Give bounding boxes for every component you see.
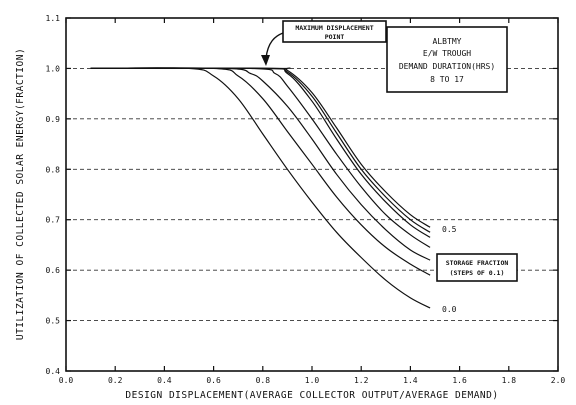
info-line-1: ALBTMY: [433, 37, 462, 46]
x-tick-label: 1.8: [502, 376, 517, 385]
y-tick-label: 0.4: [46, 367, 61, 376]
grid-lines: [66, 67, 558, 322]
y-axis-ticks: 0.4 0.5 0.6 0.7 0.8 0.9 1.0 1.1: [46, 14, 558, 376]
curve-label-0.5: 0.5: [442, 225, 457, 234]
y-tick-label: 0.9: [46, 115, 61, 124]
series-line-2: [90, 67, 431, 261]
x-tick-label: 0.2: [108, 376, 123, 385]
x-tick-label: 0.6: [206, 376, 221, 385]
curve-label-0.0: 0.0: [442, 305, 457, 314]
storage-fraction-line-2: (STEPS OF 0.1): [450, 269, 505, 277]
y-axis-title: UTILIZATION OF COLLECTED SOLAR ENERGY(FR…: [15, 48, 26, 340]
storage-fraction-line-1: STORAGE FRACTION: [446, 259, 509, 267]
x-tick-label: 1.4: [403, 376, 418, 385]
series-line-4: [90, 67, 431, 238]
info-line-3: DEMAND DURATION(HRS): [399, 62, 495, 71]
x-tick-label: 1.2: [354, 376, 369, 385]
x-tick-label: 0.4: [157, 376, 172, 385]
x-tick-label: 0.8: [256, 376, 271, 385]
storage-fraction-annotation: STORAGE FRACTION (STEPS OF 0.1): [436, 253, 518, 282]
x-axis-title: DESIGN DISPLACEMENT(AVERAGE COLLECTOR OU…: [125, 390, 498, 401]
series-line-3: [90, 67, 431, 248]
max-displacement-arrowhead: [261, 55, 270, 66]
x-axis-ticks: 0.0 0.2 0.4 0.6 0.8 1.0 1.2 1.4 1.6 1.8 2.0: [59, 18, 566, 385]
data-series: [90, 67, 431, 309]
series-line-6: [90, 67, 431, 228]
y-tick-label: 0.5: [46, 317, 61, 326]
max-displacement-arrow: [265, 32, 284, 59]
max-displacement-annotation: MAXIMUM DISPLACEMENT POINT: [261, 20, 387, 66]
x-tick-label: 2.0: [551, 376, 566, 385]
x-tick-label: 1.0: [305, 376, 320, 385]
series-line-1: [90, 67, 431, 276]
series-line-0: [90, 67, 431, 309]
y-tick-label: 1.0: [46, 64, 61, 73]
info-line-2: E/W TROUGH: [423, 49, 471, 58]
max-displacement-line-2: POINT: [325, 33, 345, 41]
y-tick-label: 1.1: [46, 14, 61, 23]
max-displacement-line-1: MAXIMUM DISPLACEMENT: [295, 24, 373, 32]
x-tick-label: 0.0: [59, 376, 74, 385]
info-line-4: 8 TO 17: [430, 75, 464, 84]
x-tick-label: 1.6: [452, 376, 467, 385]
info-box: ALBTMY E/W TROUGH DEMAND DURATION(HRS) 8…: [386, 26, 508, 93]
y-tick-label: 0.7: [46, 216, 61, 225]
y-tick-label: 0.8: [46, 165, 61, 174]
y-tick-label: 0.6: [46, 266, 61, 275]
plot-frame: [65, 17, 559, 372]
